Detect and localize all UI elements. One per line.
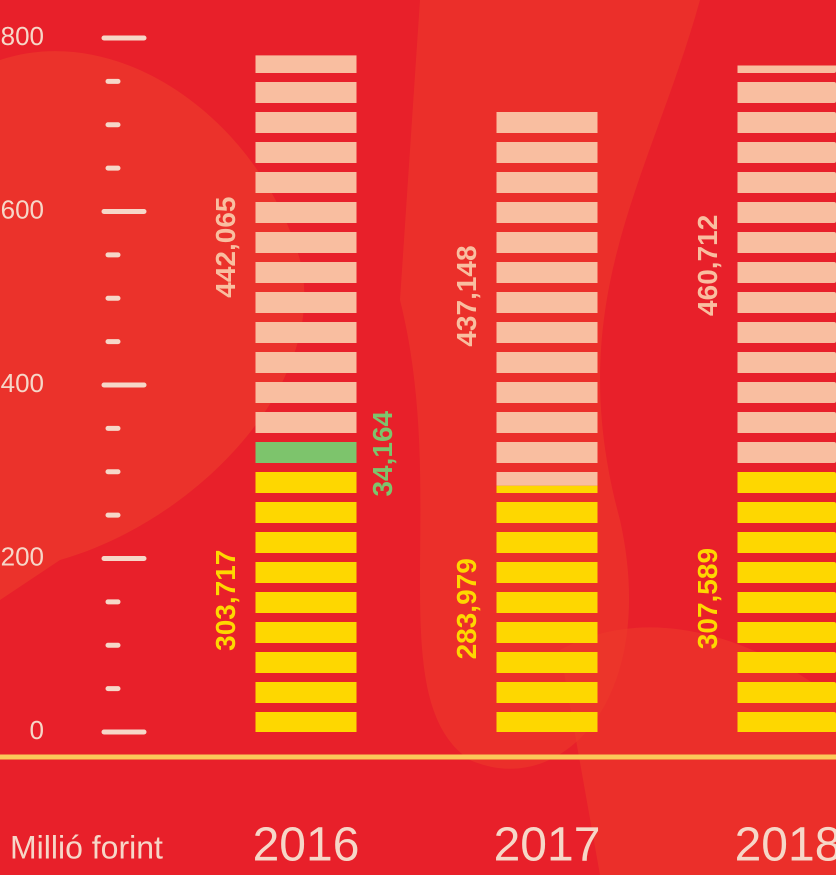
value-label: 307,589 [692, 548, 723, 649]
bar-segment [255, 438, 357, 469]
value-label: 303,717 [210, 550, 241, 651]
background-shape [0, 51, 305, 601]
y-tick-label: 800 [1, 21, 44, 51]
bar-segment [496, 485, 598, 732]
bar-segment [737, 465, 836, 732]
value-label: 460,712 [692, 215, 723, 316]
value-label: 442,065 [210, 197, 241, 298]
y-tick-label: 600 [1, 194, 44, 224]
value-label: 437,148 [451, 245, 482, 346]
value-label: 34,164 [367, 410, 398, 496]
bar-segment [255, 55, 357, 439]
y-axis-label: Millió forint [10, 829, 163, 865]
x-tick-label: 2018 [735, 819, 836, 872]
bar-segment [737, 65, 836, 466]
y-tick-label: 200 [1, 541, 44, 571]
bar-segment [496, 106, 598, 486]
value-label: 283,979 [451, 558, 482, 659]
x-tick-label: 2017 [494, 819, 601, 872]
x-tick-label: 2016 [253, 819, 360, 872]
bar-segment [255, 468, 357, 732]
y-tick-label: 0 [30, 715, 44, 745]
y-tick-label: 400 [1, 368, 44, 398]
